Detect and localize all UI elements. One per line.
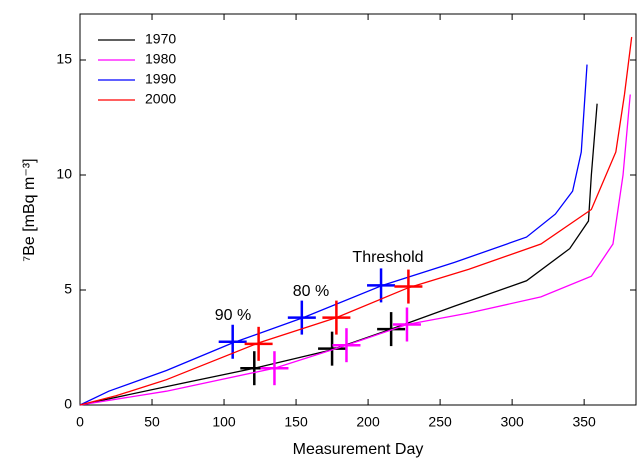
x-tick-label: 0: [76, 414, 84, 430]
y-tick-label: 10: [56, 166, 72, 182]
threshold-marker: [244, 326, 273, 361]
x-tick-label: 50: [144, 414, 160, 430]
x-tick-label: 350: [572, 414, 596, 430]
y-tick-label: 5: [64, 281, 72, 297]
threshold-marker: [260, 351, 289, 386]
threshold-marker: [318, 331, 347, 366]
threshold-marker: [332, 328, 361, 363]
x-tick-label: 150: [284, 414, 308, 430]
legend-label: 1980: [145, 51, 176, 67]
annotation: Threshold: [352, 249, 423, 266]
annotation: 90 %: [215, 307, 251, 324]
x-tick-label: 300: [500, 414, 524, 430]
x-tick-label: 100: [212, 414, 236, 430]
threshold-marker: [377, 312, 406, 347]
series-line: [79, 94, 631, 406]
threshold-marker: [392, 307, 421, 342]
threshold-marker: [367, 268, 396, 303]
annotation: 80 %: [293, 283, 329, 300]
x-tick-label: 200: [356, 414, 380, 430]
threshold-marker: [394, 269, 423, 304]
series-line: [79, 36, 633, 406]
legend-label: 1990: [145, 71, 176, 87]
y-axis-label: ⁷Be [mBq m⁻³]: [21, 158, 38, 261]
legend-label: 1970: [145, 31, 176, 47]
x-axis-label: Measurement Day: [293, 441, 424, 458]
threshold-marker: [322, 300, 351, 335]
series-line: [79, 64, 588, 406]
plot-frame: [79, 13, 637, 406]
legend-label: 2000: [145, 91, 176, 107]
x-tick-label: 250: [428, 414, 452, 430]
y-tick-label: 15: [56, 51, 72, 67]
series-line: [79, 103, 598, 406]
y-tick-label: 0: [64, 396, 72, 412]
